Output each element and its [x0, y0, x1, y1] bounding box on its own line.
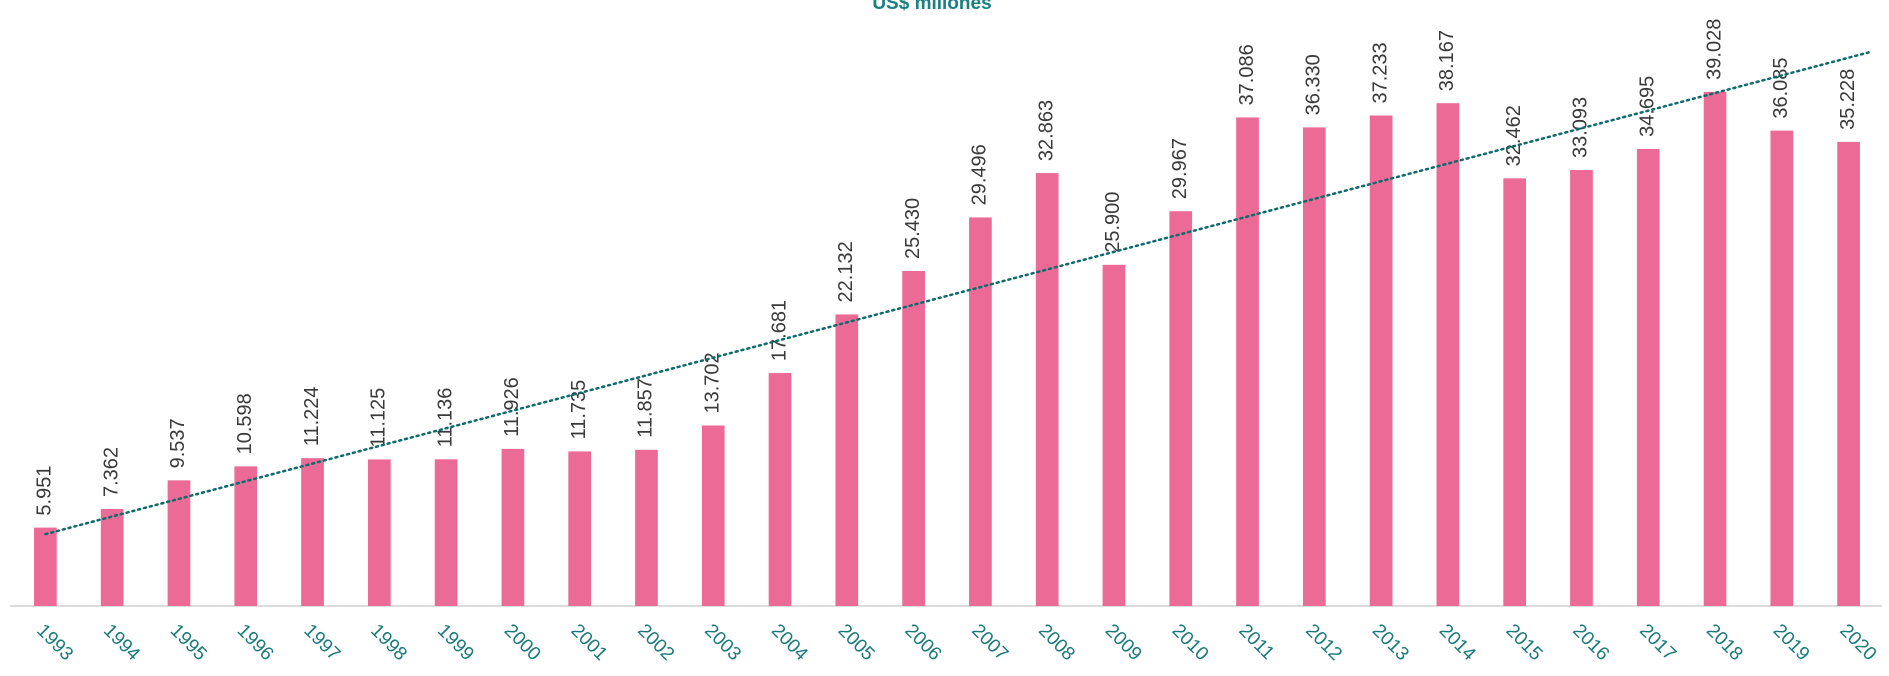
- data-label: 32.863: [1035, 100, 1057, 161]
- x-tick-label: 1995: [166, 620, 211, 665]
- bar: [902, 270, 925, 606]
- bar: [1236, 117, 1259, 607]
- bar: [234, 466, 258, 606]
- bar: [969, 217, 992, 607]
- data-label: 38.167: [1436, 30, 1458, 91]
- x-tick-label: 1998: [366, 620, 411, 665]
- x-tick-label: 2003: [700, 620, 745, 665]
- data-label: 25.430: [902, 198, 924, 259]
- bar: [568, 451, 592, 606]
- bar: [1636, 148, 1660, 606]
- data-label: 11.136: [434, 388, 456, 448]
- x-tick-label: 2016: [1568, 620, 1613, 665]
- bar: [1770, 130, 1794, 606]
- data-label: 36.085: [1770, 57, 1792, 118]
- bar: [34, 527, 57, 606]
- bar: [1570, 170, 1593, 606]
- x-tick-label: 2020: [1836, 620, 1881, 665]
- bar: [1703, 91, 1727, 607]
- chart-title: US$ millones: [872, 0, 991, 14]
- x-tick-label: 1996: [233, 620, 278, 665]
- data-label: 5.951: [34, 466, 56, 516]
- data-label: 13.702: [702, 352, 724, 413]
- x-tick-label: 1993: [32, 620, 77, 665]
- x-tick-label: 2007: [967, 620, 1012, 665]
- data-label: 9.537: [167, 418, 189, 468]
- x-tick-label: 2012: [1301, 620, 1346, 665]
- data-label: 11.125: [368, 388, 390, 448]
- x-tick-label: 2006: [901, 620, 946, 665]
- x-tick-label: 1999: [433, 620, 478, 665]
- data-label: 37.086: [1236, 44, 1258, 105]
- bar: [501, 448, 525, 606]
- bar: [100, 509, 124, 606]
- data-label: 39.028: [1703, 19, 1725, 80]
- x-tick-label: 2009: [1101, 620, 1146, 665]
- bar: [1102, 264, 1126, 606]
- data-label: 36.330: [1303, 54, 1325, 115]
- bar: [1503, 178, 1527, 606]
- bar: [1837, 141, 1860, 606]
- data-label: 32.462: [1503, 105, 1525, 166]
- bar: [1169, 211, 1193, 606]
- x-tick-label: 2017: [1635, 620, 1680, 665]
- x-tick-label: 2015: [1502, 620, 1547, 665]
- x-tick-label: 2011: [1234, 620, 1278, 664]
- trendline: [44, 51, 1870, 536]
- bar: [434, 459, 458, 606]
- data-label: 11.926: [501, 377, 523, 437]
- x-tick-label: 2002: [633, 620, 678, 665]
- x-tick-label: 1997: [299, 620, 344, 665]
- data-label: 10.598: [234, 393, 256, 454]
- bar: [635, 449, 658, 606]
- x-tick-label: 2019: [1769, 620, 1814, 665]
- bar: [1302, 127, 1326, 607]
- data-label: 35.228: [1837, 69, 1859, 130]
- bar: [835, 314, 859, 606]
- bar: [1369, 115, 1393, 606]
- x-tick-label: 2005: [834, 620, 879, 665]
- x-tick-label: 2014: [1435, 620, 1480, 665]
- data-label: 17.681: [768, 300, 790, 361]
- data-label: 11.735: [568, 380, 590, 440]
- data-label: 22.132: [835, 241, 857, 302]
- x-tick-label: 2000: [500, 620, 545, 665]
- x-tick-label: 2008: [1034, 620, 1079, 665]
- bar: [1035, 173, 1059, 607]
- bar: [701, 425, 725, 606]
- bar: [301, 458, 324, 606]
- data-label: 37.233: [1369, 42, 1391, 103]
- x-tick-label: 2018: [1702, 620, 1747, 665]
- x-tick-label: 2010: [1168, 620, 1213, 665]
- data-label: 33.093: [1570, 97, 1592, 158]
- bar: [167, 480, 191, 606]
- x-tick-label: 2001: [567, 620, 612, 665]
- x-tick-label: 2013: [1368, 620, 1413, 665]
- data-label: 11.224: [301, 386, 323, 446]
- data-label: 29.496: [969, 144, 991, 205]
- bar: [768, 373, 792, 606]
- bar: [367, 459, 391, 606]
- data-label: 11.857: [635, 378, 657, 438]
- data-label: 25.900: [1102, 192, 1124, 253]
- x-tick-label: 1994: [99, 620, 144, 665]
- bar: [1436, 103, 1460, 607]
- data-label: 29.967: [1169, 138, 1191, 199]
- data-label: 34.695: [1637, 76, 1659, 137]
- x-tick-label: 2004: [767, 620, 812, 665]
- data-label: 7.362: [100, 447, 122, 497]
